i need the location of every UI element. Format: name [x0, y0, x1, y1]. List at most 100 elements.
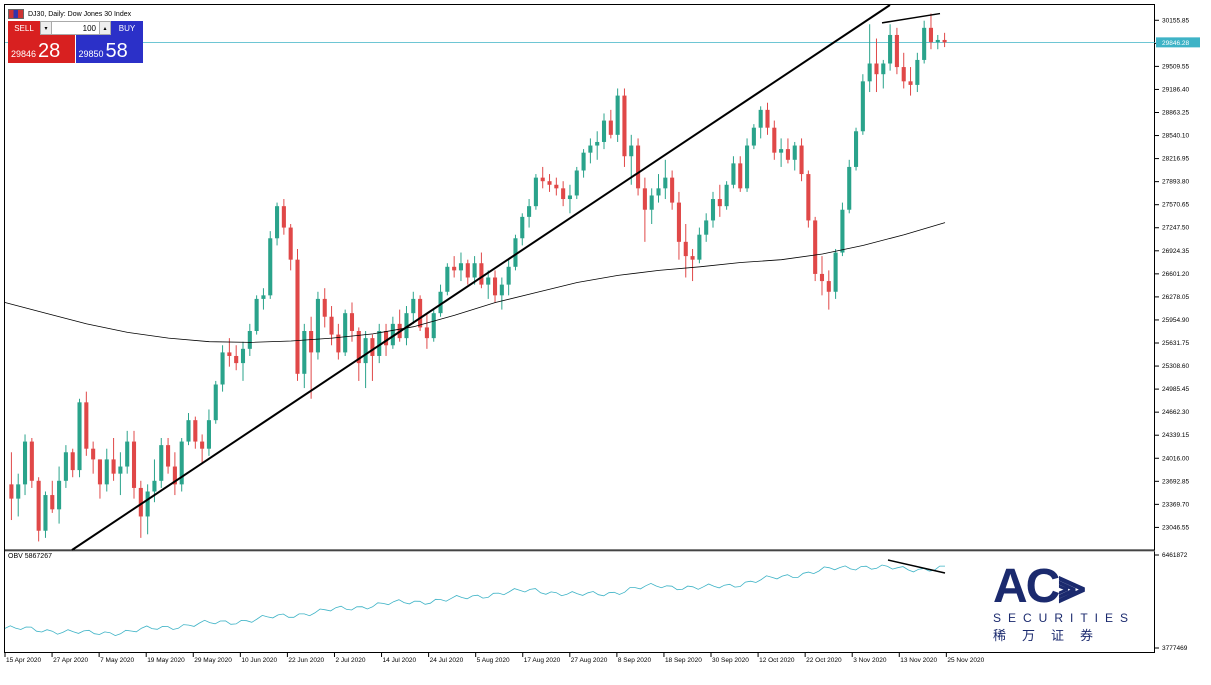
candle-bull	[118, 466, 123, 474]
time-axis-label: 14 Jul 2020	[383, 657, 417, 664]
candle-bull	[567, 195, 572, 200]
price-axis-label: 29186.40	[1162, 86, 1189, 93]
candle-bull	[145, 491, 150, 517]
candle-bull	[867, 63, 872, 82]
candle-bear	[492, 277, 498, 296]
candle-bull	[629, 145, 634, 157]
time-axis-label: 27 Apr 2020	[53, 657, 88, 664]
price-axis-label: 26278.05	[1162, 294, 1189, 301]
time-axis-label: 2 Jul 2020	[335, 657, 365, 664]
time-axis-label: 24 Jul 2020	[430, 657, 464, 664]
candle-bear	[683, 241, 688, 257]
lot-decrease-icon[interactable]: ▾	[41, 22, 52, 34]
candle-bull	[649, 195, 654, 210]
candle-bear	[622, 95, 627, 157]
candle-bull	[615, 95, 620, 135]
candle-bear	[70, 452, 75, 471]
candle-bull	[588, 145, 593, 153]
candle-bull	[254, 298, 259, 331]
candle-bull	[922, 27, 927, 60]
candle-bull	[751, 127, 756, 146]
candle-bear	[465, 263, 470, 278]
candle-bear	[738, 163, 743, 189]
sell-price-button[interactable]: 29846 28	[8, 35, 75, 63]
candle-bear	[547, 181, 552, 185]
moving-average-line	[4, 222, 946, 343]
time-axis-label: 7 May 2020	[100, 657, 134, 664]
price-divergence-line	[881, 12, 941, 24]
candle-bear	[29, 441, 34, 481]
candle-bull	[404, 313, 409, 339]
candle-bull	[731, 163, 736, 185]
lot-size-value[interactable]: 100	[82, 23, 96, 33]
candle-bull	[472, 263, 477, 278]
candle-bear	[928, 27, 934, 43]
candle-bull	[240, 348, 246, 364]
candle-bull	[152, 480, 157, 492]
time-axis-label: 10 Jun 2020	[241, 657, 277, 664]
candle-bull	[574, 170, 579, 196]
candle-bull	[854, 131, 859, 167]
candle-bull	[704, 220, 709, 235]
lot-size-input[interactable]: ▾ 100 ▴	[40, 21, 111, 35]
candle-bull	[520, 216, 525, 239]
candle-bear	[281, 206, 286, 228]
candle-bull	[458, 263, 464, 271]
candle-bull	[22, 441, 28, 485]
candle-bear	[356, 331, 361, 364]
candle-bull	[513, 238, 518, 267]
logo-main-text: AC	[993, 560, 1060, 613]
candle-bear	[166, 445, 171, 467]
price-axis-label: 27893.80	[1162, 179, 1189, 186]
candle-bull	[302, 331, 307, 374]
candle-bull	[77, 402, 82, 471]
candle-bear	[452, 266, 457, 271]
price-axis-label: 28863.25	[1162, 109, 1189, 116]
candle-bull	[43, 495, 48, 531]
candle-bull	[833, 252, 838, 292]
chart-title: DJ30, Daily: Dow Jones 30 Index	[28, 10, 132, 18]
price-axis-label: 27247.50	[1162, 225, 1189, 232]
candle-bear	[329, 316, 334, 335]
candle-bear	[36, 480, 41, 531]
candle-bear	[200, 441, 205, 449]
candle-bear	[901, 67, 906, 82]
candle-bear	[799, 145, 804, 175]
candle-bull	[581, 152, 586, 171]
candle-bull	[915, 59, 920, 85]
price-axis-label: 23046.55	[1162, 524, 1189, 531]
acy-securities-logo: AC⫸ SECURITIES 稀万证券	[993, 563, 1128, 648]
candle-bull	[486, 277, 491, 285]
candle-bear	[874, 63, 879, 75]
candle-bear	[418, 298, 423, 328]
sell-button[interactable]: SELL	[8, 21, 40, 35]
price-axis-label: 24662.30	[1162, 409, 1189, 416]
candle-bear	[676, 202, 681, 242]
chart-window	[4, 4, 1155, 653]
candle-bear	[234, 355, 239, 364]
lot-increase-icon[interactable]: ▴	[99, 22, 110, 34]
candle-bull	[881, 63, 886, 75]
candle-bull	[377, 331, 382, 356]
time-axis-label: 19 May 2020	[147, 657, 185, 664]
buy-price-button[interactable]: 29850 58	[74, 35, 143, 63]
candle-bull	[527, 206, 532, 217]
candle-bull	[220, 352, 225, 385]
candle-bull	[57, 480, 62, 510]
buy-button[interactable]: BUY	[111, 21, 143, 35]
obv-line	[4, 564, 945, 637]
candle-bull	[315, 298, 320, 353]
candle-bear	[540, 177, 545, 182]
chart-title-bar: DJ30, Daily: Dow Jones 30 Index	[8, 8, 131, 20]
price-axis-label: 23369.70	[1162, 501, 1189, 508]
logo-mark: AC⫸	[993, 560, 1085, 613]
candle-bull	[697, 234, 702, 260]
candle-bear	[424, 327, 429, 339]
candle-bear	[561, 188, 566, 200]
candle-bear	[193, 420, 198, 442]
candle-bear	[894, 34, 899, 68]
buy-price-prefix: 29850	[78, 49, 104, 59]
price-axis-label: 28216.95	[1162, 156, 1189, 163]
current-price-label: 29846.28	[1162, 40, 1189, 47]
